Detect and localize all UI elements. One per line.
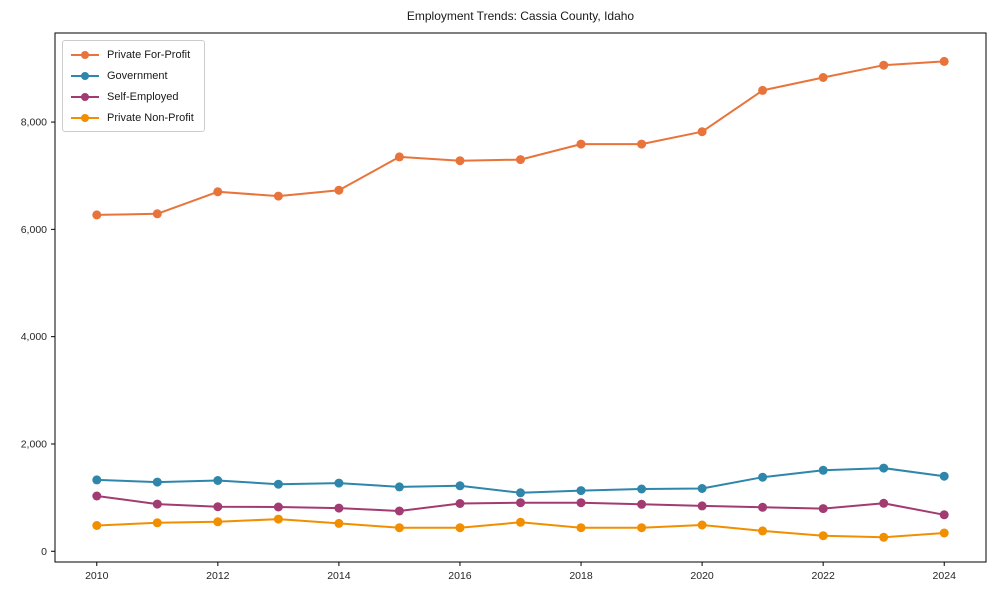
data-point-private-for-profit-2017 [516, 155, 525, 165]
data-point-self-employed-2015 [394, 506, 404, 516]
data-point-private-non-profit-2013 [273, 514, 283, 524]
data-point-government-2023 [879, 463, 889, 473]
data-point-private-for-profit-2020 [697, 127, 707, 137]
data-point-self-employed-2023 [879, 498, 889, 508]
y-tick-label: 6,000 [21, 224, 47, 236]
y-tick-label: 0 [41, 546, 47, 558]
data-point-government-2021 [758, 472, 768, 482]
legend: Private For-Profit Government Self-Employe… [62, 40, 205, 132]
legend-item-self-employed: Self-Employed [71, 89, 194, 104]
data-point-self-employed-2022 [818, 504, 828, 514]
legend-label: Government [107, 69, 168, 82]
x-tick-label: 2012 [206, 570, 230, 582]
data-point-government-2019 [637, 484, 647, 494]
data-point-private-for-profit-2021 [758, 85, 768, 95]
data-point-government-2024 [939, 471, 949, 481]
data-point-private-non-profit-2019 [637, 523, 647, 533]
data-point-private-non-profit-2012 [213, 517, 223, 527]
data-point-government-2010 [92, 475, 102, 485]
data-point-self-employed-2018 [576, 498, 586, 508]
data-point-private-for-profit-2023 [879, 60, 889, 70]
legend-label: Private For-Profit [107, 48, 191, 61]
data-point-government-2018 [576, 486, 586, 496]
data-point-private-for-profit-2010 [92, 210, 102, 220]
data-point-private-for-profit-2019 [637, 139, 647, 149]
data-point-self-employed-2021 [758, 502, 768, 512]
data-point-private-non-profit-2021 [758, 526, 768, 536]
data-point-private-for-profit-2014 [334, 185, 344, 195]
data-point-private-non-profit-2014 [334, 518, 344, 528]
data-point-self-employed-2010 [92, 491, 102, 501]
data-point-government-2022 [818, 465, 828, 475]
data-point-private-non-profit-2016 [455, 523, 465, 533]
data-point-private-non-profit-2011 [152, 518, 162, 528]
data-point-self-employed-2012 [213, 502, 223, 512]
data-point-government-2017 [516, 488, 525, 498]
data-point-private-non-profit-2022 [818, 531, 828, 541]
legend-label: Private Non-Profit [107, 111, 194, 124]
legend-item-private-non-profit: Private Non-Profit [71, 110, 194, 125]
data-point-government-2013 [273, 479, 283, 489]
data-point-self-employed-2011 [152, 499, 162, 509]
data-point-private-for-profit-2022 [818, 73, 828, 82]
x-tick-label: 2024 [933, 570, 957, 582]
legend-line-marker-icon [71, 92, 99, 101]
data-point-government-2014 [334, 478, 344, 488]
x-tick-label: 2022 [811, 570, 835, 582]
legend-line-marker-icon [71, 71, 99, 80]
x-tick-label: 2018 [569, 570, 593, 582]
data-point-private-non-profit-2010 [92, 521, 102, 530]
legend-line-marker-icon [71, 113, 99, 122]
data-point-self-employed-2013 [273, 502, 283, 512]
data-point-self-employed-2017 [516, 498, 525, 508]
data-point-private-for-profit-2012 [213, 187, 223, 197]
legend-item-private-for-profit: Private For-Profit [71, 47, 194, 62]
x-tick-label: 2020 [690, 570, 714, 582]
data-point-self-employed-2016 [455, 499, 465, 508]
data-point-private-non-profit-2023 [879, 532, 889, 542]
data-point-government-2012 [213, 476, 223, 485]
chart-title: Employment Trends: Cassia County, Idaho [406, 9, 635, 23]
data-point-private-non-profit-2024 [939, 528, 949, 538]
data-point-private-for-profit-2011 [152, 209, 162, 219]
data-point-private-non-profit-2018 [576, 523, 586, 533]
legend-label: Self-Employed [107, 90, 179, 103]
data-point-private-for-profit-2015 [394, 152, 404, 162]
data-point-self-employed-2019 [637, 499, 647, 509]
data-point-self-employed-2020 [697, 501, 707, 511]
data-point-private-for-profit-2013 [273, 191, 283, 201]
series-line-private-for-profit [95, 60, 946, 216]
x-tick-label: 2016 [448, 570, 472, 582]
y-tick-label: 2,000 [21, 438, 47, 450]
data-point-private-non-profit-2017 [516, 517, 525, 527]
data-point-self-employed-2014 [334, 503, 344, 513]
data-point-private-non-profit-2015 [394, 523, 404, 533]
x-tick-label: 2014 [327, 570, 351, 582]
data-point-self-employed-2024 [939, 510, 949, 520]
data-point-government-2016 [455, 481, 465, 491]
plot-frame [54, 32, 987, 563]
data-point-government-2020 [697, 484, 707, 493]
data-point-government-2011 [152, 477, 162, 487]
data-point-private-non-profit-2020 [697, 520, 707, 530]
legend-line-marker-icon [71, 50, 99, 59]
data-point-government-2015 [394, 482, 404, 492]
data-point-private-for-profit-2024 [939, 56, 949, 66]
data-point-private-for-profit-2018 [576, 139, 586, 149]
data-point-private-for-profit-2016 [455, 156, 465, 166]
legend-item-government: Government [71, 68, 194, 83]
y-tick-label: 8,000 [21, 117, 47, 129]
x-tick-label: 2010 [85, 570, 109, 582]
y-tick-label: 4,000 [21, 331, 47, 343]
